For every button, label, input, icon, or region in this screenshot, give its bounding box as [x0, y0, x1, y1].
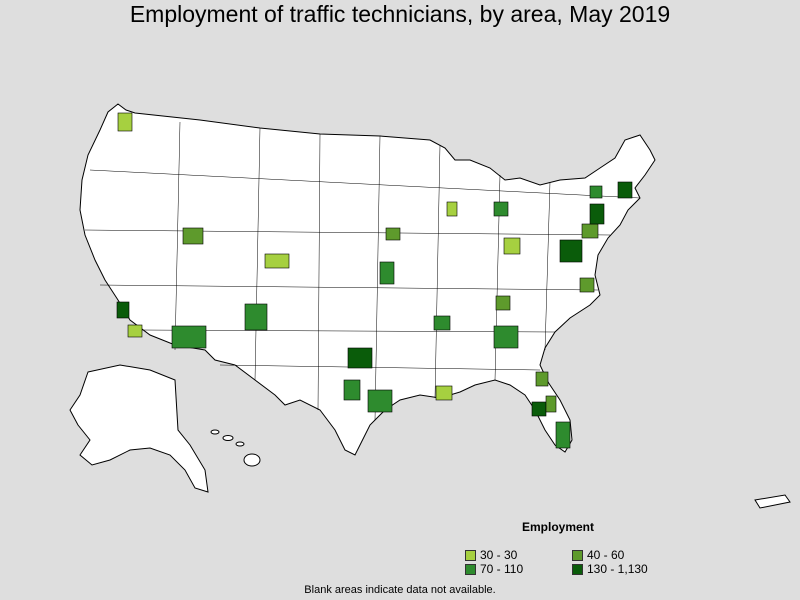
- area-austin: [343, 379, 361, 401]
- data-availability-note: Blank areas indicate data not available.: [304, 584, 496, 596]
- area-dallas: [347, 347, 373, 369]
- area-boston: [617, 181, 633, 199]
- area-salt-lake: [182, 227, 204, 245]
- employment-areas: [116, 112, 633, 449]
- legend-title: Employment: [522, 520, 595, 534]
- legend-label-1: 30 - 30: [480, 548, 518, 562]
- legend-item-4: 130 - 1,130: [572, 562, 648, 576]
- area-tampa: [531, 401, 547, 417]
- legend-label-3: 70 - 110: [480, 562, 524, 576]
- hawaii-shape: [210, 429, 261, 467]
- area-san-diego: [127, 324, 143, 338]
- area-new-york: [589, 203, 605, 225]
- area-miami: [555, 421, 571, 449]
- legend-label-4: 130 - 1,130: [587, 562, 648, 576]
- legend: Employment 30 - 30 40 - 60 70 - 110 130 …: [460, 520, 670, 580]
- area-memphis: [433, 315, 451, 331]
- area-jacksonville: [535, 371, 549, 387]
- area-phoenix: [171, 325, 207, 349]
- area-nashville: [495, 295, 511, 311]
- map-title: Employment of traffic technicians, by ar…: [129, 1, 671, 27]
- area-new-orleans: [435, 385, 453, 401]
- legend-label-2: 40 - 60: [587, 548, 625, 562]
- area-dc: [559, 239, 583, 263]
- area-philadelphia: [581, 223, 599, 239]
- area-denver: [264, 253, 290, 269]
- legend-swatch-4: [572, 563, 583, 575]
- area-los-angeles: [116, 301, 130, 319]
- legend-item-1: 30 - 30: [465, 548, 517, 562]
- legend-swatch-3: [465, 563, 476, 575]
- area-richmond: [579, 277, 595, 293]
- legend-swatch-2: [572, 549, 583, 561]
- area-chicago: [446, 201, 458, 217]
- puerto-rico-shape: [754, 494, 791, 509]
- area-houston: [367, 389, 393, 413]
- area-des-moines: [385, 227, 401, 241]
- legend-item-3: 70 - 110: [465, 562, 523, 576]
- legend-swatch-1: [465, 549, 476, 561]
- area-detroit: [493, 201, 509, 217]
- area-orlando: [545, 395, 557, 413]
- area-atlanta: [493, 325, 519, 349]
- area-albany: [589, 185, 603, 199]
- area-albuquerque: [244, 303, 268, 331]
- alaska-shape: [69, 364, 209, 493]
- area-columbus: [503, 237, 521, 255]
- area-kansas-city: [379, 261, 395, 285]
- contiguous-us-shape: [79, 103, 656, 456]
- legend-item-2: 40 - 60: [572, 548, 624, 562]
- area-seattle: [117, 112, 133, 132]
